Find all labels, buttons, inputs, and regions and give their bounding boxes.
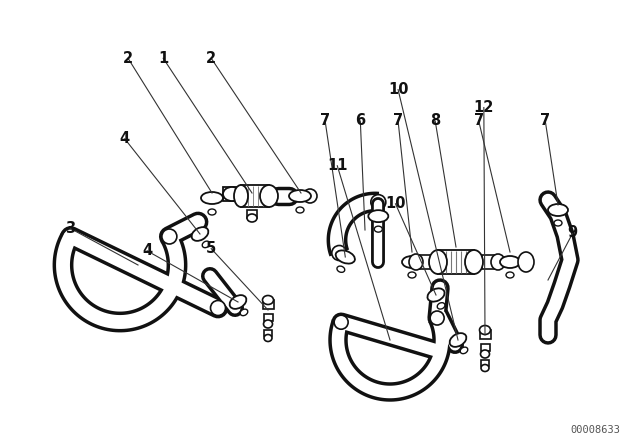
Ellipse shape [374, 226, 382, 232]
Ellipse shape [460, 347, 468, 353]
Bar [247, 210, 257, 218]
Text: 9: 9 [568, 225, 578, 241]
Ellipse shape [332, 246, 347, 260]
Bar [438, 250, 474, 274]
Ellipse shape [481, 350, 490, 358]
Ellipse shape [208, 209, 216, 215]
Bar [417, 255, 433, 269]
Ellipse shape [201, 192, 223, 204]
Ellipse shape [409, 254, 423, 270]
Text: 4: 4 [120, 131, 130, 146]
Ellipse shape [202, 241, 210, 248]
Ellipse shape [491, 254, 505, 270]
Text: 7: 7 [474, 113, 484, 129]
Ellipse shape [230, 295, 246, 309]
Ellipse shape [334, 315, 348, 329]
Ellipse shape [518, 252, 534, 272]
Bar [264, 314, 273, 322]
Text: 6: 6 [355, 113, 365, 129]
Ellipse shape [408, 272, 416, 278]
Bar [241, 185, 269, 207]
Bar [481, 360, 489, 366]
Ellipse shape [429, 250, 447, 274]
Bar [223, 187, 241, 201]
Bar [482, 255, 498, 269]
Ellipse shape [335, 250, 355, 263]
Ellipse shape [162, 229, 177, 244]
Text: 4: 4 [142, 243, 152, 258]
Ellipse shape [500, 256, 520, 268]
Text: 12: 12 [474, 100, 494, 115]
Text: 8: 8 [430, 113, 440, 129]
Ellipse shape [296, 207, 304, 213]
Text: 7: 7 [540, 113, 550, 129]
Text: 11: 11 [327, 158, 348, 173]
Text: 5: 5 [206, 241, 216, 256]
Ellipse shape [402, 256, 422, 268]
Ellipse shape [337, 266, 345, 272]
Ellipse shape [223, 187, 241, 201]
Ellipse shape [437, 303, 445, 309]
Ellipse shape [247, 214, 257, 222]
Bar [262, 301, 273, 310]
Ellipse shape [430, 311, 444, 325]
Ellipse shape [264, 335, 272, 341]
Text: 2: 2 [206, 51, 216, 66]
Ellipse shape [465, 250, 483, 274]
Text: 1: 1 [158, 51, 168, 66]
Ellipse shape [191, 227, 209, 241]
Ellipse shape [303, 189, 317, 203]
Ellipse shape [262, 296, 273, 305]
Ellipse shape [479, 326, 490, 335]
Bar [481, 345, 490, 352]
Ellipse shape [289, 190, 311, 202]
Text: 00008633: 00008633 [570, 425, 620, 435]
Ellipse shape [211, 301, 225, 315]
Ellipse shape [260, 185, 278, 207]
Text: 10: 10 [388, 82, 408, 97]
Ellipse shape [234, 185, 248, 207]
Ellipse shape [240, 309, 248, 316]
Ellipse shape [428, 289, 445, 302]
Text: 10: 10 [385, 196, 406, 211]
Bar [264, 330, 272, 336]
Text: 3: 3 [65, 221, 76, 236]
Ellipse shape [371, 194, 386, 210]
Ellipse shape [554, 220, 562, 226]
Text: 2: 2 [123, 51, 133, 66]
Ellipse shape [264, 320, 273, 328]
Ellipse shape [450, 333, 467, 347]
Bar [479, 331, 490, 340]
Text: 7: 7 [320, 113, 330, 129]
Text: 7: 7 [393, 113, 403, 129]
Ellipse shape [506, 272, 514, 278]
Ellipse shape [481, 365, 489, 371]
Ellipse shape [368, 210, 388, 222]
Ellipse shape [548, 204, 568, 216]
